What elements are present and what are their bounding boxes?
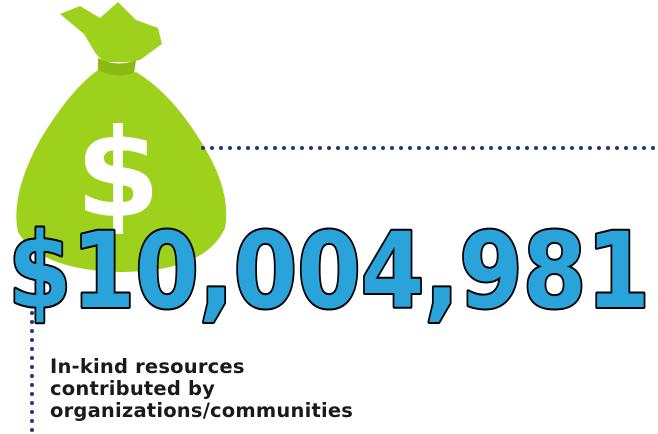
caption-line-3: organizations/communities bbox=[50, 399, 354, 422]
amount-figure: $10,004,981 bbox=[6, 208, 652, 334]
dollar-symbol-icon: $ bbox=[76, 103, 161, 245]
money-bag-icon: $ bbox=[16, 2, 227, 272]
amount-value: $10,004,981 bbox=[8, 210, 650, 332]
horizontal-dotted-line bbox=[201, 146, 658, 150]
vertical-dotted-line bbox=[30, 302, 34, 434]
amount-caption: In-kind resources contributed by organiz… bbox=[50, 356, 450, 422]
caption-line-1: In-kind resources bbox=[50, 355, 245, 378]
caption-line-2: contributed by bbox=[50, 377, 216, 400]
